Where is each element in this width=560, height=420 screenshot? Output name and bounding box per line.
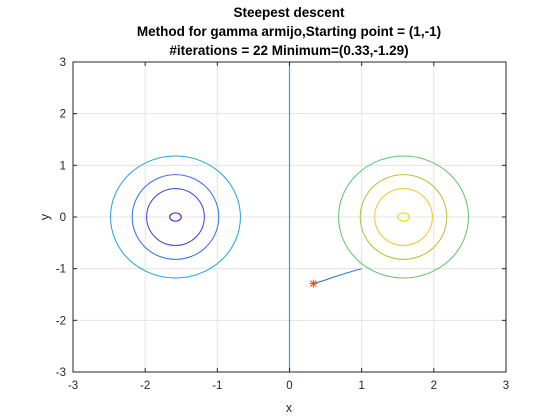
- plot-content: [110, 62, 469, 372]
- y-tick-label: -2: [56, 315, 66, 327]
- x-tick-label: -2: [140, 380, 150, 392]
- contour-line: [110, 155, 241, 279]
- y-tick-label: 3: [60, 57, 66, 69]
- chart-title-line-1: Steepest descent: [233, 5, 345, 20]
- x-axis-label: x: [286, 401, 293, 415]
- y-axis-label: y: [38, 213, 52, 220]
- y-tick-label: 1: [60, 160, 66, 172]
- x-tick-label: 0: [286, 380, 292, 392]
- contour-line: [397, 212, 410, 222]
- contour-line: [338, 155, 469, 279]
- y-tick-label: 2: [60, 109, 66, 121]
- contour-line: [374, 188, 433, 246]
- chart-title-line-2: Method for gamma armijo,Starting point =…: [137, 24, 441, 39]
- y-tick-label: -1: [56, 264, 66, 276]
- contour-line: [359, 174, 448, 260]
- contour-line: [146, 188, 205, 246]
- y-tick-label: -3: [56, 367, 66, 379]
- x-tick-label: 1: [358, 380, 364, 392]
- x-tick-label: -3: [68, 380, 78, 392]
- contour-line: [131, 174, 220, 260]
- tick-marks-and-labels: -3 -2 -1 0 1 2 3 -3 -2 -1 0 1 2 3: [56, 57, 509, 392]
- x-tick-label: 3: [503, 380, 509, 392]
- x-tick-label: 2: [431, 380, 437, 392]
- minimum-marker: [309, 279, 318, 288]
- y-tick-label: 0: [60, 212, 66, 224]
- chart-title-line-3: #iterations = 22 Minimum=(0.33,-1.29): [169, 43, 408, 58]
- x-tick-label: -1: [212, 380, 222, 392]
- descent-path: [313, 268, 362, 285]
- contour-line: [169, 212, 182, 222]
